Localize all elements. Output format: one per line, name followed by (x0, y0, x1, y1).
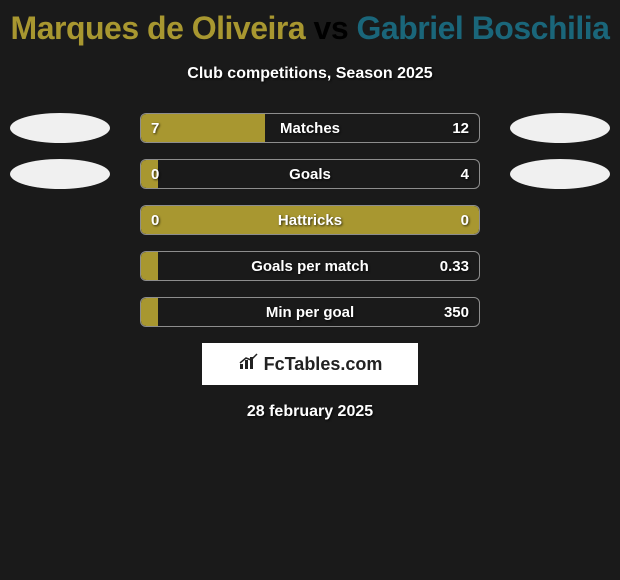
date: 28 february 2025 (0, 403, 620, 421)
subtitle: Club competitions, Season 2025 (0, 65, 620, 83)
player2-badge (510, 113, 610, 143)
stat-label: Goals (141, 160, 479, 189)
stat-bar-track: Goals per match0.33 (140, 251, 480, 281)
stat-value-right: 0.33 (440, 252, 469, 281)
player2-name: Gabriel Boschilia (357, 10, 610, 46)
stat-value-left: 0 (151, 206, 159, 235)
stat-label: Min per goal (141, 298, 479, 327)
logo-text: FcTables.com (264, 354, 383, 375)
player1-name: Marques de Oliveira (11, 10, 306, 46)
stat-bar-track: Goals0 4 (140, 159, 480, 189)
stat-value-right: 12 (452, 114, 469, 143)
stat-bar-track: Hattricks0 0 (140, 205, 480, 235)
stat-row: Goals0 4 (0, 159, 620, 189)
logo: FcTables.com (238, 353, 383, 376)
comparison-title: Marques de Oliveira vs Gabriel Boschilia (0, 0, 620, 47)
stat-bar-track: Min per goal350 (140, 297, 480, 327)
stat-row: Goals per match0.33 (0, 251, 620, 281)
stat-row: Matches7 12 (0, 113, 620, 143)
stat-label: Hattricks (141, 206, 479, 235)
chart-area: Matches712Goals04Hattricks00Goals per ma… (0, 113, 620, 327)
stat-row: Min per goal350 (0, 297, 620, 327)
stat-value-right: 0 (461, 206, 469, 235)
stat-label: Matches (141, 114, 479, 143)
stat-value-right: 350 (444, 298, 469, 327)
player1-badge (10, 113, 110, 143)
vs-text: vs (305, 10, 356, 46)
player1-badge (10, 159, 110, 189)
stat-bar-track: Matches7 12 (140, 113, 480, 143)
stat-label: Goals per match (141, 252, 479, 281)
stat-value-right: 4 (461, 160, 469, 189)
stat-value-left: 7 (151, 114, 159, 143)
stat-row: Hattricks0 0 (0, 205, 620, 235)
player2-badge (510, 159, 610, 189)
stat-value-left: 0 (151, 160, 159, 189)
logo-box: FcTables.com (202, 343, 418, 385)
chart-icon (238, 353, 260, 376)
